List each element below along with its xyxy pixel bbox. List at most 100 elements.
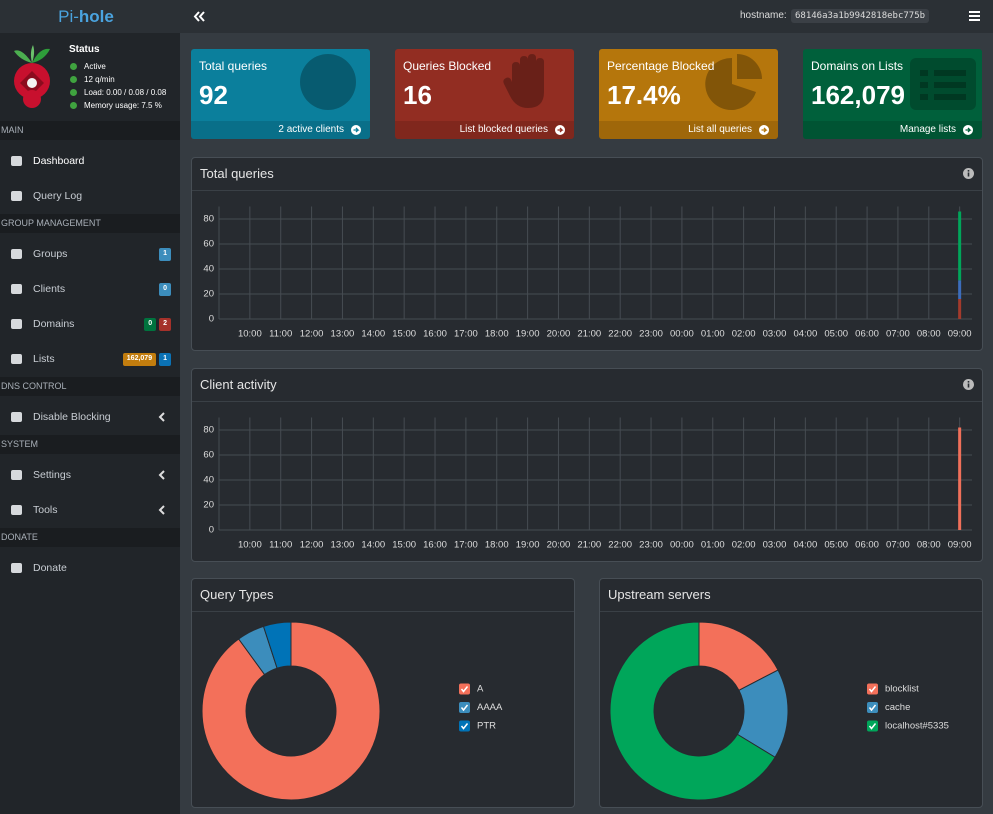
card-value: 162,079: [811, 80, 905, 110]
x-tick-label: 12:00: [300, 540, 324, 551]
y-tick-label: 20: [203, 289, 214, 300]
status-item: Memory usage: 7.5 %: [70, 101, 162, 110]
arrow-shape: [353, 127, 360, 133]
x-tick-label: 10:00: [238, 540, 262, 551]
card-title: Queries Blocked: [403, 59, 492, 73]
x-tick-label: 10:00: [238, 329, 262, 340]
menu-item[interactable]: Dashboard: [0, 144, 180, 179]
legend-label: A: [477, 684, 484, 695]
y-tick-label: 60: [203, 450, 214, 461]
x-tick-label: 01:00: [701, 540, 725, 551]
chevron-shape: [158, 412, 165, 422]
x-tick-label: 02:00: [732, 540, 756, 551]
menu-item[interactable]: Lists 162,079 1: [0, 342, 180, 377]
menu-header: DONATE: [0, 528, 180, 547]
x-tick-label: 01:00: [701, 329, 725, 340]
y-tick-label: 80: [203, 425, 214, 436]
arrow-shape: [557, 127, 564, 133]
menu-item[interactable]: Clients 0: [0, 272, 180, 307]
x-tick-label: 09:00: [948, 540, 972, 551]
menu-button[interactable]: [969, 11, 980, 21]
chart-title: Total queries: [200, 166, 274, 181]
x-tick-label: 02:00: [732, 329, 756, 340]
x-tick-label: 13:00: [331, 329, 355, 340]
legend-check: [868, 723, 877, 730]
x-tick-label: 06:00: [855, 329, 879, 340]
x-tick-label: 22:00: [608, 329, 632, 340]
badge: 162,079: [122, 353, 157, 366]
card-link[interactable]: List all queries: [599, 121, 778, 139]
x-tick-label: 03:00: [763, 329, 787, 340]
badge: 0: [144, 318, 157, 331]
legend-swatch[interactable]: [867, 702, 878, 713]
card-link[interactable]: 2 active clients: [191, 121, 370, 139]
menu-item[interactable]: Settings: [0, 458, 180, 493]
slice: [201, 621, 381, 801]
chevron-shape: [158, 470, 165, 480]
menu-item[interactable]: Domains 0 2: [0, 307, 180, 342]
arrow-shape: [761, 127, 768, 133]
x-tick-label: 19:00: [516, 540, 540, 551]
x-tick-label: 12:00: [300, 329, 324, 340]
status-text: Load: 0.00 / 0.08 / 0.08: [84, 88, 167, 97]
menu-item[interactable]: Disable Blocking: [0, 400, 180, 435]
legend-swatch[interactable]: [867, 720, 878, 732]
menu-item[interactable]: Query Log: [0, 179, 180, 214]
badge: 2: [159, 318, 171, 331]
badges: 0: [159, 283, 171, 296]
top-bar: Pi-hole hostname: 68146a3a1b9942818ebc77…: [0, 0, 993, 33]
menu-item[interactable]: Tools: [0, 493, 180, 528]
menu-label: Tools: [33, 504, 58, 516]
card-icon: [910, 58, 976, 110]
x-tick-label: 07:00: [886, 329, 910, 340]
brand[interactable]: Pi-hole: [0, 7, 172, 27]
legend-swatch[interactable]: [459, 683, 470, 695]
x-tick-label: 21:00: [577, 329, 601, 340]
menu-item[interactable]: Groups 1: [0, 237, 180, 272]
menu-label: Settings: [33, 469, 71, 481]
menu-icon: [11, 156, 22, 166]
status-icon: [70, 102, 77, 109]
menu-header: GROUP MANAGEMENT: [0, 214, 180, 233]
chart-box: Total queries 10:00 11:00 12:00 13:00 14:00 1…: [191, 157, 983, 351]
legend-swatch[interactable]: [459, 702, 470, 713]
x-tick-label: 20:00: [547, 540, 571, 551]
legend-swatch[interactable]: [867, 683, 878, 695]
legend-swatch[interactable]: [459, 720, 470, 732]
y-tick-label: 20: [203, 500, 214, 511]
badge: 1: [159, 248, 171, 261]
x-tick-label: 00:00: [670, 329, 694, 340]
legend-check: [868, 686, 877, 693]
stat-card: Total queries 92 2 active clients: [191, 49, 370, 139]
x-tick-label: 16:00: [423, 329, 447, 340]
y-tick-label: 0: [209, 525, 214, 536]
card-link[interactable]: Manage lists: [803, 121, 982, 139]
status-item: Load: 0.00 / 0.08 / 0.08: [70, 88, 166, 97]
x-tick-label: 14:00: [361, 540, 385, 551]
link-arrow: [759, 125, 769, 135]
sidebar-toggle[interactable]: [193, 11, 205, 22]
legend-check: [868, 704, 877, 712]
stat-card: Queries Blocked 16 List blocked queries: [395, 49, 574, 139]
chart-title: Client activity: [200, 377, 277, 392]
info-icon[interactable]: [963, 379, 974, 390]
menu-header: DNS CONTROL: [0, 377, 180, 396]
y-tick-label: 0: [209, 314, 214, 325]
menu-label: Groups: [33, 248, 68, 260]
menu-label: Donate: [33, 562, 67, 574]
x-tick-label: 20:00: [547, 329, 571, 340]
link-arrow: [555, 125, 565, 135]
menu-icon: [11, 319, 22, 329]
status-icon: [70, 89, 77, 96]
arrow-shape: [965, 127, 972, 133]
x-tick-label: 15:00: [392, 540, 416, 551]
bar: [958, 280, 962, 299]
info-icon[interactable]: [963, 168, 974, 179]
status-icon: [70, 63, 77, 70]
x-tick-label: 14:00: [361, 329, 385, 340]
badge: 0: [159, 283, 171, 296]
card-link[interactable]: List blocked queries: [395, 121, 574, 139]
legend-label: PTR: [477, 721, 496, 732]
menu-item[interactable]: Donate: [0, 551, 180, 586]
